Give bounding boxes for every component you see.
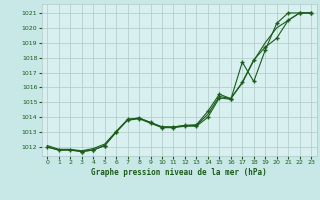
- X-axis label: Graphe pression niveau de la mer (hPa): Graphe pression niveau de la mer (hPa): [91, 168, 267, 177]
